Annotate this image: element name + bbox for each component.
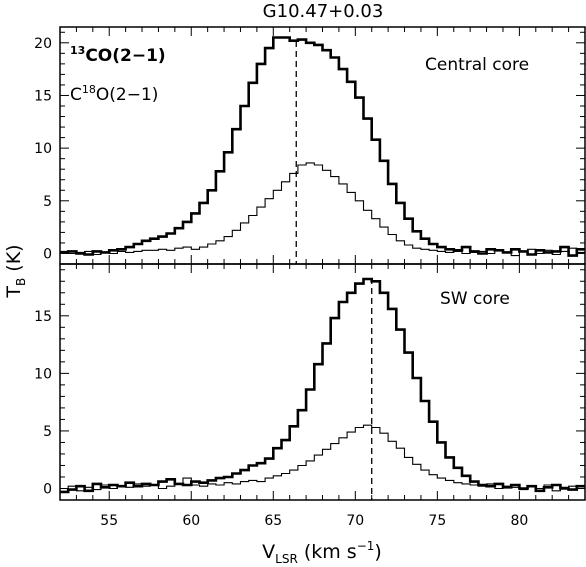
- x-tick-label: 60: [182, 513, 200, 529]
- x-axis-label: VLSR (km s−1): [262, 539, 382, 566]
- y-tick-label: 10: [34, 366, 52, 382]
- y-tick-label: 10: [34, 141, 52, 157]
- y-tick-label: 0: [43, 246, 52, 262]
- x-tick-label: 70: [346, 513, 364, 529]
- series-c18o: [60, 424, 585, 492]
- panel-bottom: 55 60 65 70 75 80 0 5 10 15 SW core: [34, 263, 586, 529]
- legend-13co: 13CO(2−1): [70, 44, 166, 66]
- y-tick-label: 15: [34, 88, 52, 104]
- y-axis-label: TB (K): [3, 244, 28, 298]
- x-tick-label: 55: [100, 513, 118, 529]
- x-tick-label: 80: [510, 513, 528, 529]
- series-13co: [60, 277, 585, 494]
- series-c18o: [60, 162, 585, 257]
- y-tick-label: 20: [34, 36, 52, 52]
- y-tick-label: 15: [34, 309, 52, 325]
- y-tick-label: 5: [43, 194, 52, 210]
- y-tick-label: 5: [43, 424, 52, 440]
- x-tick-label: 75: [428, 513, 446, 529]
- y-tick-label: 0: [43, 481, 52, 497]
- x-tick-label: 65: [264, 513, 282, 529]
- panel-label: Central core: [425, 55, 529, 75]
- figure-title: G10.47+0.03: [263, 1, 384, 22]
- legend-c18o: C18O(2−1): [70, 83, 158, 105]
- panel-label: SW core: [440, 289, 510, 309]
